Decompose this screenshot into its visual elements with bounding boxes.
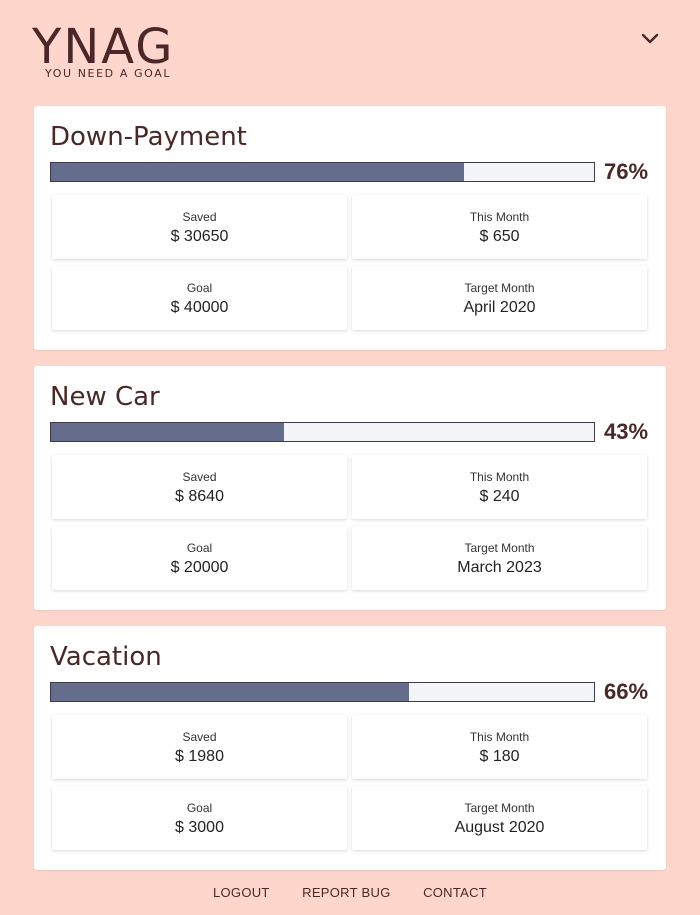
menu-toggle-button[interactable]: [638, 28, 662, 50]
saved-label: Saved: [182, 730, 217, 744]
this-month-label: This Month: [469, 210, 530, 224]
logout-link[interactable]: LOGOUT: [212, 885, 270, 900]
goal-progress-fill: [51, 683, 410, 701]
goal-tile: Goal $ 3000: [52, 786, 347, 850]
goal-title: Down-Payment: [50, 122, 247, 152]
goal-card-new-car: New Car 43% Saved $ 8640 This Month $ 24…: [34, 366, 666, 610]
target-month-tile: Target Month August 2020: [352, 786, 647, 850]
this-month-tile: This Month $ 650: [352, 195, 647, 259]
goal-progress-fill: [51, 163, 464, 181]
saved-tile: Saved $ 30650: [52, 195, 347, 259]
goal-value: $ 3000: [175, 819, 224, 836]
app-logo: YNAG: [32, 19, 175, 75]
this-month-value: $ 240: [479, 488, 520, 505]
report-bug-link[interactable]: REPORT BUG: [302, 885, 391, 900]
saved-label: Saved: [182, 470, 217, 484]
target-month-tile: Target Month April 2020: [352, 266, 647, 330]
this-month-tile: This Month $ 240: [352, 455, 647, 519]
app-tagline: YOU NEED A GOAL: [45, 67, 172, 80]
app-footer: LOGOUT REPORT BUG CONTACT: [0, 884, 700, 902]
this-month-value: $ 650: [479, 228, 520, 245]
goal-percent: 76%: [604, 159, 649, 184]
goals-list: Down-Payment 76% Saved $ 30650 This Mont…: [34, 106, 666, 886]
goal-progress-bar: [50, 162, 595, 182]
goal-tile: Goal $ 20000: [52, 526, 347, 590]
target-month-tile: Target Month March 2023: [352, 526, 647, 590]
goal-progress-fill: [51, 423, 285, 441]
goal-tile: Goal $ 40000: [52, 266, 347, 330]
app-header: YNAG YOU NEED A GOAL: [0, 0, 700, 100]
this-month-value: $ 180: [479, 748, 520, 765]
target-month-value: April 2020: [463, 299, 536, 316]
saved-value: $ 8640: [175, 488, 224, 505]
target-month-label: Target Month: [464, 801, 535, 815]
goal-title: Vacation: [50, 642, 162, 672]
goal-label: Goal: [186, 541, 213, 555]
goal-title: New Car: [50, 382, 160, 412]
this-month-label: This Month: [469, 470, 530, 484]
goal-percent: 66%: [604, 679, 649, 704]
this-month-tile: This Month $ 180: [352, 715, 647, 779]
this-month-label: This Month: [469, 730, 530, 744]
goal-value: $ 40000: [170, 299, 229, 316]
goal-label: Goal: [186, 801, 213, 815]
goal-percent: 43%: [604, 419, 649, 444]
goal-progress-bar: [50, 422, 595, 442]
goal-card-down-payment: Down-Payment 76% Saved $ 30650 This Mont…: [34, 106, 666, 350]
contact-link[interactable]: CONTACT: [423, 885, 488, 900]
saved-value: $ 30650: [170, 228, 229, 245]
goal-label: Goal: [186, 281, 213, 295]
target-month-value: August 2020: [454, 819, 545, 836]
goal-value: $ 20000: [170, 559, 229, 576]
saved-tile: Saved $ 8640: [52, 455, 347, 519]
goal-card-vacation: Vacation 66% Saved $ 1980 This Month $ 1…: [34, 626, 666, 870]
target-month-label: Target Month: [464, 281, 535, 295]
chevron-down-icon: [641, 33, 659, 44]
saved-value: $ 1980: [175, 748, 224, 765]
target-month-label: Target Month: [464, 541, 535, 555]
saved-tile: Saved $ 1980: [52, 715, 347, 779]
goal-progress-bar: [50, 682, 595, 702]
target-month-value: March 2023: [457, 559, 542, 576]
saved-label: Saved: [182, 210, 217, 224]
